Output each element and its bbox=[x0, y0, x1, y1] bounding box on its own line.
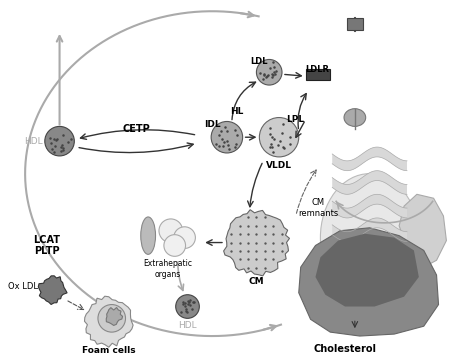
Text: HL: HL bbox=[230, 107, 244, 116]
Text: HDL: HDL bbox=[24, 137, 43, 146]
Text: Foam cells: Foam cells bbox=[82, 346, 136, 355]
Circle shape bbox=[164, 235, 185, 256]
Ellipse shape bbox=[344, 109, 365, 126]
Polygon shape bbox=[399, 194, 447, 267]
Circle shape bbox=[256, 59, 282, 85]
Text: HDL: HDL bbox=[178, 321, 197, 330]
Text: CM: CM bbox=[248, 277, 264, 286]
Text: Bile acids: Bile acids bbox=[353, 95, 390, 104]
Circle shape bbox=[211, 121, 243, 153]
Circle shape bbox=[45, 126, 74, 156]
Polygon shape bbox=[224, 210, 290, 276]
Circle shape bbox=[176, 295, 200, 318]
Polygon shape bbox=[106, 308, 123, 325]
Polygon shape bbox=[316, 234, 419, 306]
FancyBboxPatch shape bbox=[306, 69, 330, 80]
Text: IDL: IDL bbox=[204, 120, 220, 129]
Circle shape bbox=[159, 219, 182, 242]
Text: CETP: CETP bbox=[122, 124, 150, 134]
Text: LPL: LPL bbox=[286, 115, 304, 124]
Text: LCAT
PLTP: LCAT PLTP bbox=[33, 235, 60, 256]
Text: Cholesterol: Cholesterol bbox=[340, 56, 399, 65]
Ellipse shape bbox=[141, 217, 155, 254]
FancyBboxPatch shape bbox=[347, 18, 363, 30]
Polygon shape bbox=[299, 228, 438, 336]
Text: LDLR: LDLR bbox=[305, 65, 329, 74]
Text: Cholesterol: Cholesterol bbox=[313, 344, 376, 354]
Circle shape bbox=[98, 305, 126, 332]
Circle shape bbox=[174, 227, 195, 248]
Text: VLDL: VLDL bbox=[266, 161, 292, 170]
Text: Ox LDL: Ox LDL bbox=[8, 282, 38, 291]
Polygon shape bbox=[84, 296, 133, 347]
Text: CM
remnants: CM remnants bbox=[298, 198, 338, 218]
Polygon shape bbox=[38, 276, 67, 304]
Ellipse shape bbox=[320, 174, 419, 301]
Circle shape bbox=[259, 117, 299, 157]
Text: Extrahepatic
organs: Extrahepatic organs bbox=[143, 259, 192, 279]
Text: LDL: LDL bbox=[251, 57, 268, 66]
